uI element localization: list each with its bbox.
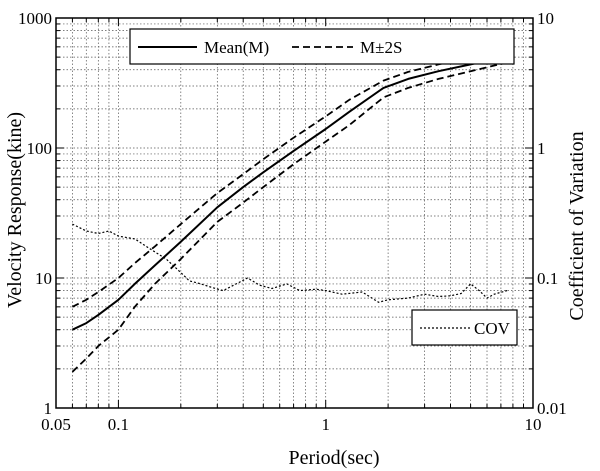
y2-axis-title: Coefficient of Variation [566,131,588,320]
x-tick-label: 0.05 [41,415,71,434]
plot-frame [55,17,534,409]
y2-tick-label: 0.01 [537,399,567,418]
x-tick-label: 10 [525,415,542,434]
ticks: 0.05 0.1 1 10 1 10 100 1000 0.01 0.1 1 10 [18,9,567,434]
legend-layer: Mean(M) M±2S COV [129,28,518,346]
y2-tick-label: 10 [537,9,554,28]
legend-label-m-2s: M±2S [360,38,402,57]
y-tick-label: 1 [44,399,53,418]
y-tick-label: 100 [27,139,53,158]
series-line-m_minus_2s [71,61,508,373]
y2-tick-label: 0.1 [537,269,558,288]
x-tick-label: 0.1 [108,415,129,434]
legend-label-cov: COV [474,319,511,338]
y2-tick-label: 1 [537,139,546,158]
x-axis-title: Period(sec) [288,447,379,469]
y-tick-label: 10 [35,269,52,288]
x-tick-label: 1 [321,415,330,434]
series-line-m_plus_2s [71,47,508,308]
y-axis-title: Velocity Response(kine) [4,112,26,308]
y-tick-label: 1000 [18,9,52,28]
grid [56,18,533,408]
series-layer [71,47,508,373]
series-line-cov [72,223,508,303]
legend-label-mean: Mean(M) [204,38,269,57]
series-line-mean [71,55,508,331]
